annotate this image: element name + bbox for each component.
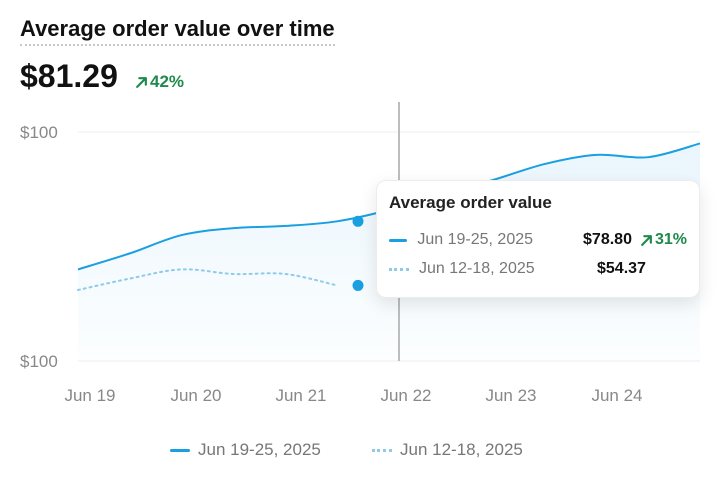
- hover-point-previous: [352, 279, 364, 291]
- legend-label: Jun 12-18, 2025: [400, 440, 523, 459]
- series-swatch-solid: [389, 238, 408, 242]
- legend-item-current[interactable]: Jun 19-25, 2025: [170, 440, 321, 460]
- tooltip-change-value: 31%: [654, 231, 687, 248]
- chart-legend: Jun 19-25, 2025 Jun 12-18, 2025: [0, 440, 724, 462]
- tooltip-value: $54.37: [597, 260, 646, 277]
- legend-item-previous[interactable]: Jun 12-18, 2025: [372, 440, 523, 460]
- chart-tooltip: Average order value Jun 19-25, 2025 $78.…: [376, 180, 700, 298]
- series-swatch-dotted: [389, 267, 409, 271]
- metric-value: $81.29: [20, 58, 118, 94]
- tooltip-value: $78.80: [583, 231, 632, 248]
- metric-change-value: 42%: [150, 72, 185, 91]
- legend-swatch-solid: [170, 448, 190, 452]
- chart-title[interactable]: Average order value over time: [20, 16, 335, 46]
- tooltip-change: 31%: [640, 231, 687, 249]
- x-tick-label: Jun 23: [485, 386, 536, 405]
- tooltip-title: Average order value: [389, 193, 552, 212]
- x-tick-label: Jun 24: [591, 386, 642, 405]
- metric-change: 42%: [135, 72, 184, 92]
- x-tick-label: Jun 22: [380, 386, 431, 405]
- tooltip-row-current: Jun 19-25, 2025 $78.80 31%: [389, 229, 687, 251]
- x-tick-label: Jun 19: [64, 386, 115, 405]
- series-line-previous: [77, 268, 339, 292]
- y-tick-label: $100: [20, 352, 58, 371]
- x-tick-label: Jun 21: [275, 386, 326, 405]
- hover-point-current: [352, 215, 364, 227]
- x-tick-label: Jun 20: [170, 386, 221, 405]
- y-tick-label: $100: [20, 123, 58, 142]
- legend-label: Jun 19-25, 2025: [198, 440, 321, 459]
- legend-swatch-dotted: [372, 448, 392, 452]
- tooltip-row-previous: Jun 12-18, 2025 $54.37: [389, 258, 687, 280]
- arrow-up-right-icon: [641, 234, 652, 246]
- tooltip-period: Jun 19-25, 2025: [417, 231, 534, 248]
- arrow-up-right-icon: [136, 76, 147, 88]
- tooltip-period: Jun 12-18, 2025: [419, 260, 535, 277]
